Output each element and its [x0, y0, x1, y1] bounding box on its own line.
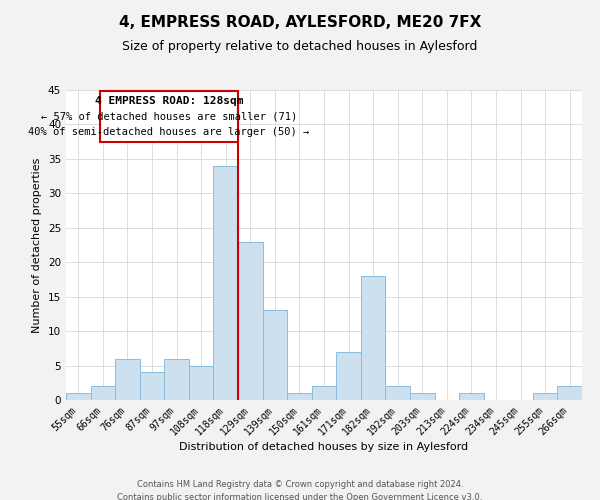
Bar: [533, 393, 557, 400]
Text: 4, EMPRESS ROAD, AYLESFORD, ME20 7FX: 4, EMPRESS ROAD, AYLESFORD, ME20 7FX: [119, 15, 481, 30]
Bar: [459, 393, 484, 400]
Text: Contains public sector information licensed under the Open Government Licence v3: Contains public sector information licen…: [118, 492, 482, 500]
Text: Contains HM Land Registry data © Crown copyright and database right 2024.: Contains HM Land Registry data © Crown c…: [137, 480, 463, 489]
Bar: [66, 393, 91, 400]
Bar: [557, 386, 582, 400]
Bar: [361, 276, 385, 400]
Text: 4 EMPRESS ROAD: 128sqm: 4 EMPRESS ROAD: 128sqm: [95, 96, 243, 106]
Text: 40% of semi-detached houses are larger (50) →: 40% of semi-detached houses are larger (…: [28, 126, 310, 136]
Bar: [189, 366, 214, 400]
Text: Size of property relative to detached houses in Aylesford: Size of property relative to detached ho…: [122, 40, 478, 53]
Text: ← 57% of detached houses are smaller (71): ← 57% of detached houses are smaller (71…: [41, 112, 297, 122]
Bar: [336, 352, 361, 400]
Bar: [312, 386, 336, 400]
Bar: [238, 242, 263, 400]
Bar: [263, 310, 287, 400]
FancyBboxPatch shape: [100, 92, 238, 142]
Bar: [115, 358, 140, 400]
Bar: [385, 386, 410, 400]
Bar: [164, 358, 189, 400]
X-axis label: Distribution of detached houses by size in Aylesford: Distribution of detached houses by size …: [179, 442, 469, 452]
Bar: [410, 393, 434, 400]
Bar: [214, 166, 238, 400]
Bar: [91, 386, 115, 400]
Bar: [140, 372, 164, 400]
Y-axis label: Number of detached properties: Number of detached properties: [32, 158, 43, 332]
Bar: [287, 393, 312, 400]
